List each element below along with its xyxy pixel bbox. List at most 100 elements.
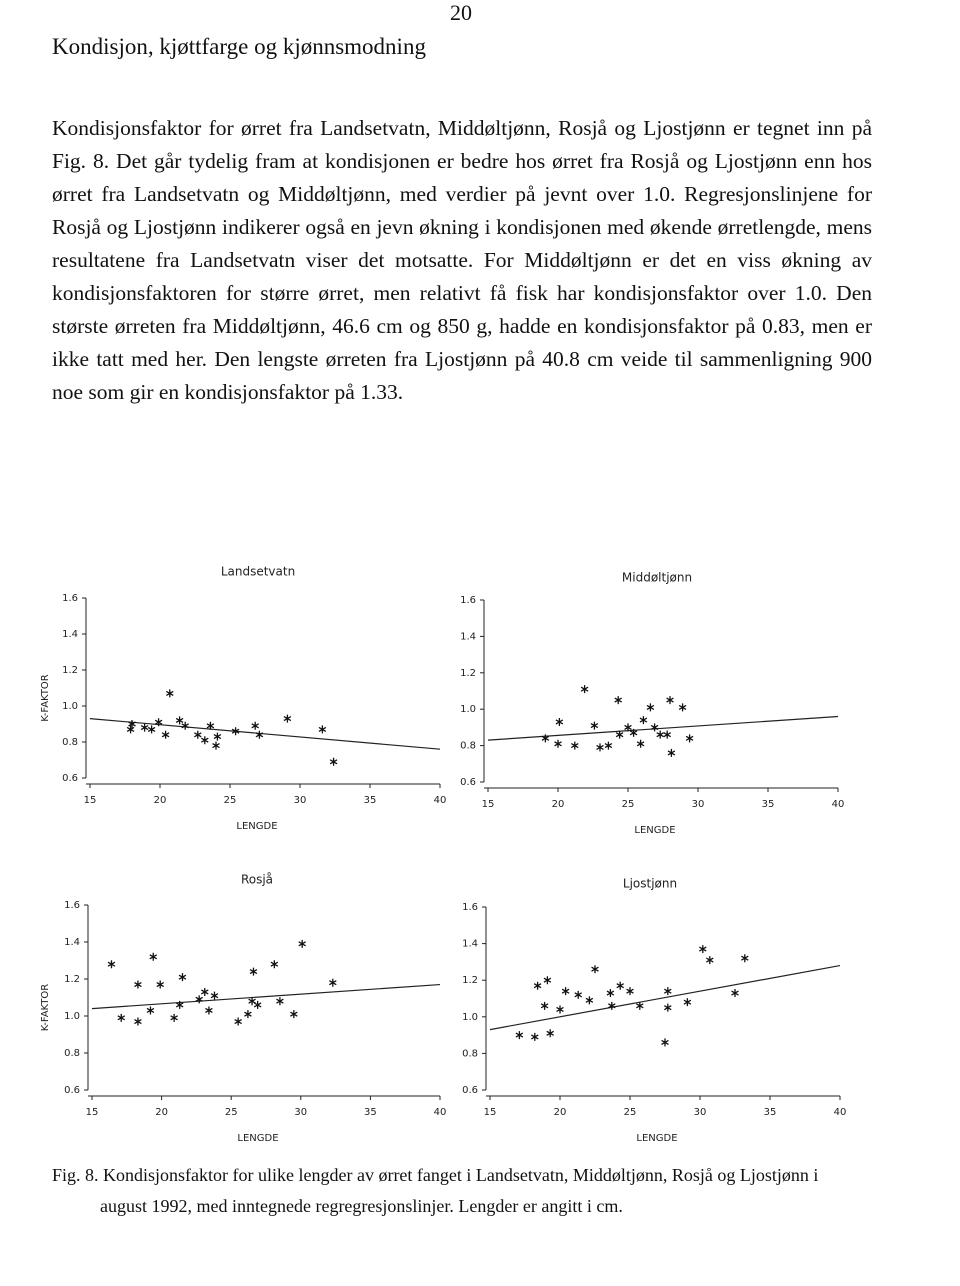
data-point bbox=[664, 1003, 672, 1012]
data-point bbox=[156, 980, 164, 989]
data-point bbox=[140, 723, 149, 732]
data-point bbox=[661, 1038, 669, 1047]
page-number: 20 bbox=[450, 0, 472, 25]
data-point bbox=[585, 996, 594, 1005]
data-point bbox=[571, 741, 579, 750]
y-tick-label: 1.0 bbox=[64, 1011, 80, 1022]
data-point bbox=[149, 952, 158, 961]
regression-line bbox=[91, 983, 441, 1010]
data-point bbox=[329, 978, 337, 987]
data-point bbox=[161, 730, 170, 739]
chart-title: Middøltjønn bbox=[622, 571, 692, 585]
y-tick-label: 1.4 bbox=[462, 939, 478, 950]
data-point bbox=[546, 1029, 554, 1038]
data-point bbox=[666, 696, 674, 705]
data-point bbox=[667, 748, 676, 757]
y-tick-label: 0.8 bbox=[460, 741, 476, 752]
data-point bbox=[626, 987, 634, 996]
x-tick-label: 20 bbox=[552, 799, 565, 810]
data-point bbox=[556, 1005, 564, 1014]
y-axis-label: K-FAKTOR bbox=[40, 674, 51, 722]
data-point bbox=[270, 960, 279, 969]
paragraph: Kondisjonsfaktor for ørret fra Landsetva… bbox=[52, 116, 872, 404]
data-point bbox=[608, 1001, 616, 1010]
data-point bbox=[147, 725, 156, 734]
x-axis-label: LENGDE bbox=[237, 1133, 278, 1144]
data-point bbox=[255, 730, 264, 739]
chart-title: Ljostjønn bbox=[623, 877, 677, 891]
data-point bbox=[515, 1031, 524, 1040]
data-point bbox=[128, 720, 136, 728]
data-point bbox=[134, 1017, 142, 1026]
data-point bbox=[170, 1013, 178, 1022]
y-tick-label: 0.8 bbox=[64, 1048, 80, 1059]
data-point bbox=[213, 732, 222, 741]
regression-line bbox=[89, 718, 441, 750]
data-point bbox=[543, 976, 552, 985]
data-point bbox=[580, 685, 589, 694]
x-tick-label: 25 bbox=[624, 1107, 637, 1118]
data-point bbox=[253, 1000, 262, 1009]
data-point bbox=[591, 965, 599, 974]
data-point bbox=[624, 723, 632, 732]
data-point bbox=[318, 725, 327, 734]
x-tick-label: 20 bbox=[155, 1107, 168, 1118]
data-point bbox=[541, 734, 550, 743]
x-tick-label: 15 bbox=[484, 1107, 497, 1118]
data-point bbox=[636, 739, 645, 748]
data-point bbox=[231, 727, 240, 736]
data-point bbox=[249, 967, 258, 976]
heading: Kondisjon, kjøttfarge og kjønnsmodning bbox=[52, 34, 426, 59]
data-point bbox=[639, 716, 648, 725]
x-tick-label: 25 bbox=[224, 795, 237, 806]
x-tick-label: 30 bbox=[694, 1107, 707, 1118]
data-point bbox=[540, 1001, 549, 1010]
x-tick-label: 20 bbox=[154, 795, 167, 806]
data-point bbox=[134, 980, 142, 989]
data-point bbox=[596, 743, 604, 752]
x-tick-label: 40 bbox=[434, 1107, 447, 1118]
y-tick-label: 1.2 bbox=[62, 665, 78, 676]
data-point bbox=[555, 717, 564, 726]
chart-title: Rosjå bbox=[241, 873, 273, 887]
data-point bbox=[244, 1010, 252, 1019]
data-point bbox=[706, 956, 714, 965]
y-tick-label: 1.4 bbox=[64, 937, 80, 948]
x-tick-label: 15 bbox=[84, 795, 97, 806]
regression-line bbox=[487, 715, 839, 741]
y-tick-label: 0.8 bbox=[462, 1048, 478, 1059]
y-tick-label: 1.0 bbox=[460, 704, 476, 715]
data-point bbox=[664, 987, 672, 996]
y-tick-label: 0.8 bbox=[62, 737, 78, 748]
y-tick-label: 1.0 bbox=[62, 701, 78, 712]
data-point bbox=[561, 987, 570, 996]
data-point bbox=[248, 997, 256, 1006]
x-tick-label: 25 bbox=[225, 1107, 238, 1118]
y-tick-label: 0.6 bbox=[462, 1085, 478, 1096]
data-point bbox=[699, 945, 707, 954]
x-tick-label: 40 bbox=[832, 799, 845, 810]
data-point bbox=[175, 1000, 184, 1009]
data-point bbox=[298, 939, 306, 948]
y-tick-label: 1.2 bbox=[64, 974, 80, 985]
data-point bbox=[195, 995, 203, 1004]
data-point bbox=[210, 991, 219, 1000]
data-point bbox=[678, 703, 687, 712]
data-point bbox=[629, 728, 638, 737]
data-point bbox=[290, 1010, 298, 1019]
data-point bbox=[283, 714, 292, 723]
data-point bbox=[175, 716, 184, 725]
data-point bbox=[650, 723, 659, 732]
y-tick-label: 1.4 bbox=[62, 629, 78, 640]
x-tick-label: 25 bbox=[622, 799, 635, 810]
data-point bbox=[616, 981, 624, 990]
x-tick-label: 35 bbox=[364, 795, 377, 806]
data-point bbox=[181, 721, 189, 730]
data-point bbox=[731, 989, 739, 998]
y-tick-label: 0.6 bbox=[64, 1085, 80, 1096]
data-point bbox=[212, 741, 220, 750]
data-point bbox=[554, 739, 562, 748]
data-point bbox=[117, 1013, 126, 1022]
